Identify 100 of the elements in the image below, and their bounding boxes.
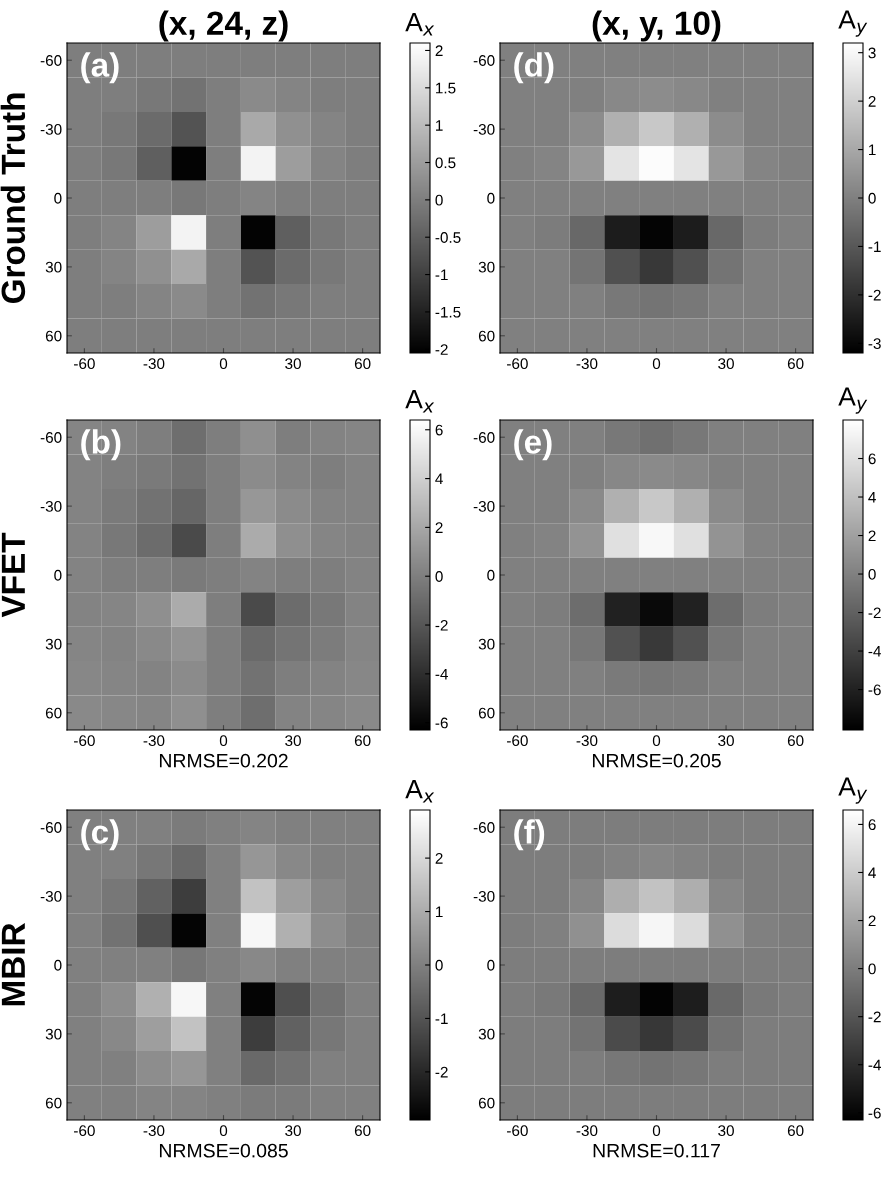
- x-axis-title: NRMSE=0.205: [592, 753, 721, 768]
- x-tick-label: -30: [143, 1125, 165, 1137]
- annotation: (b): [81, 429, 121, 461]
- color-bar-title: A$_{y}$: [838, 387, 868, 414]
- x-tick-label: -60: [74, 358, 95, 370]
- x-tick-label: 60: [354, 735, 371, 747]
- color-bar-label: 1: [436, 120, 443, 131]
- y-tick-label: -30: [40, 123, 62, 135]
- color-bar-label: -3: [868, 338, 881, 349]
- y-tick-label: 30: [478, 1028, 495, 1040]
- x-tick-label: 0: [219, 735, 228, 747]
- y-axis-title: MBIR: [1, 923, 25, 1006]
- x-tick-label: 0: [652, 358, 661, 370]
- x-tick-label: 0: [652, 735, 661, 747]
- color-bar-label: 2: [435, 45, 443, 57]
- chart-title: (x, 24, z): [159, 10, 288, 42]
- color-bar-label: -2: [435, 344, 448, 355]
- y-tick-label: -30: [473, 500, 495, 512]
- color-bar-label: -4: [435, 668, 448, 680]
- y-tick-label: 30: [45, 261, 62, 273]
- color-bar-label: -4: [868, 1059, 881, 1071]
- x-tick-label: -30: [143, 735, 165, 747]
- color-bar-label: -1.5: [435, 306, 461, 318]
- y-tick-label: -60: [40, 822, 62, 833]
- color-bar-label: -2: [868, 289, 881, 301]
- color-bar-title: A$_{y}$: [838, 10, 868, 37]
- y-tick-label: 60: [45, 1097, 62, 1109]
- x-tick-label: -30: [576, 358, 598, 370]
- color-bar-label: 6: [868, 453, 876, 465]
- y-tick-label: 0: [487, 569, 495, 581]
- y-tick-label: 60: [478, 1097, 495, 1109]
- x-tick-label: 30: [718, 735, 734, 747]
- color-bar-label: -6: [868, 1107, 881, 1119]
- color-bar-label: -1: [435, 269, 448, 281]
- color-bar-label: -0.5: [435, 232, 461, 243]
- y-tick-label: -60: [473, 822, 495, 833]
- color-bar-label: 0: [435, 571, 443, 582]
- y-tick-label: -60: [473, 55, 495, 66]
- x-tick-label: -60: [507, 735, 528, 747]
- x-tick-label: -60: [74, 1125, 95, 1137]
- color-bar-label: 6: [868, 819, 876, 831]
- y-axis-title: VFET: [1, 532, 25, 618]
- x-tick-label: -30: [576, 735, 598, 747]
- x-axis-title: NRMSE=0.117: [593, 1143, 720, 1158]
- x-tick-label: -30: [576, 1125, 598, 1137]
- y-tick-label: 60: [45, 707, 62, 719]
- x-tick-label: 30: [718, 1125, 734, 1137]
- y-tick-label: 0: [487, 192, 495, 204]
- x-tick-label: -60: [507, 358, 528, 370]
- annotation: (e): [514, 429, 552, 461]
- color-bar-label: 2: [868, 95, 876, 107]
- color-bar-title: A$_{x}$: [405, 780, 435, 803]
- y-tick-label: 60: [478, 330, 495, 342]
- x-tick-label: 60: [354, 358, 371, 370]
- y-tick-label: 0: [487, 959, 495, 971]
- color-bar-label: -6: [435, 717, 448, 729]
- y-tick-label: -30: [473, 890, 495, 902]
- color-bar-label: 2: [868, 530, 876, 542]
- y-tick-label: 0: [54, 569, 62, 581]
- y-tick-label: 0: [54, 192, 62, 204]
- color-bar-label: 6: [435, 424, 443, 436]
- x-tick-label: 60: [787, 358, 804, 370]
- color-bar-label: -4: [868, 646, 881, 657]
- x-tick-label: 0: [219, 358, 228, 370]
- color-bar-label: 0: [868, 192, 876, 204]
- color-bar-label: 4: [868, 492, 876, 503]
- x-axis-title: NRMSE=0.085: [159, 1143, 288, 1158]
- y-tick-label: -30: [473, 123, 495, 135]
- color-bar-label: 0.5: [435, 157, 456, 169]
- color-bar-title: A$_{y}$: [838, 777, 868, 804]
- y-tick-label: 30: [45, 638, 62, 650]
- x-tick-label: -30: [143, 358, 165, 370]
- annotation: (c): [81, 819, 119, 851]
- color-bar-label: 1: [436, 906, 443, 918]
- x-tick-label: 30: [285, 358, 301, 370]
- color-bar-label: 2: [868, 915, 876, 927]
- x-tick-label: -60: [74, 735, 95, 747]
- y-tick-label: 30: [478, 261, 495, 273]
- color-bar-label: -2: [868, 1011, 881, 1023]
- y-tick-label: 60: [45, 330, 62, 342]
- color-bar-title: A$_{x}$: [405, 13, 435, 36]
- color-bar-label: -1: [435, 1013, 448, 1024]
- color-bar-label: 4: [435, 473, 443, 485]
- y-tick-label: -30: [40, 890, 62, 902]
- x-tick-label: 30: [718, 358, 734, 370]
- x-tick-label: 0: [652, 1125, 661, 1137]
- color-bar-label: 2: [435, 522, 443, 533]
- color-bar-label: 1.5: [436, 82, 456, 94]
- x-tick-label: 30: [285, 735, 301, 747]
- y-tick-label: -60: [473, 432, 495, 443]
- color-bar-label: -2: [435, 1066, 448, 1078]
- x-tick-label: 30: [285, 1125, 301, 1137]
- color-bar-label: 0: [868, 568, 876, 580]
- y-tick-label: 0: [54, 959, 62, 971]
- y-tick-label: -30: [40, 500, 62, 512]
- y-axis-title: Ground Truth: [0, 93, 26, 304]
- color-bar-label: 4: [868, 867, 876, 879]
- y-tick-label: 60: [478, 707, 495, 719]
- annotation: (d): [514, 52, 554, 84]
- x-tick-label: 60: [787, 1125, 804, 1137]
